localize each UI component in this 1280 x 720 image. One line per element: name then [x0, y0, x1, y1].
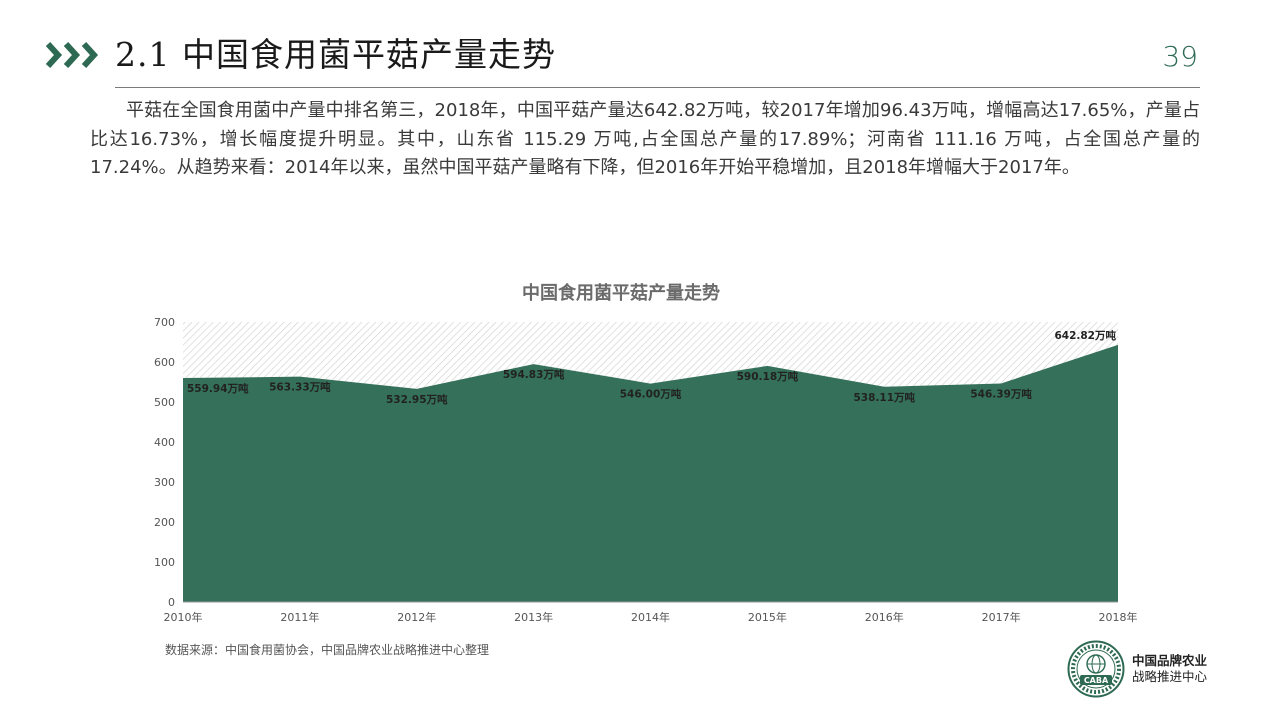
- chart-title: 中国食用菌平菇产量走势: [522, 283, 720, 304]
- data-label: 590.18万吨: [737, 370, 799, 383]
- area-chart: 0 100 200 300 400 500 600 700 2010年 2011年 2012年 201…: [154, 316, 1138, 624]
- x-tick-label: 2015年: [748, 610, 787, 624]
- data-label: 563.33万吨: [269, 381, 331, 394]
- x-tick-label: 2016年: [865, 610, 904, 624]
- y-tick-label: 600: [154, 356, 175, 369]
- x-tick-label: 2013年: [514, 610, 553, 624]
- y-tick-label: 300: [154, 476, 175, 489]
- org-name: 中国品牌农业 战略推进中心: [1132, 653, 1207, 685]
- caba-logo: CABA: [1067, 640, 1125, 698]
- org-name-line1: 中国品牌农业: [1132, 653, 1208, 668]
- y-tick-label: 700: [154, 316, 175, 329]
- data-label: 642.82万吨: [1054, 329, 1116, 342]
- y-tick-label: 400: [154, 436, 175, 449]
- chevron-arrows-icon: [46, 41, 99, 69]
- x-tick-label: 2012年: [397, 610, 436, 624]
- svg-text:CABA: CABA: [1084, 676, 1109, 685]
- data-label: 532.95万吨: [386, 393, 448, 406]
- data-label: 538.11万吨: [853, 391, 915, 404]
- header-divider: [115, 87, 1200, 88]
- body-paragraph: 平菇在全国食用菌中产量中排名第三，2018年，中国平菇产量达642.82万吨，较…: [90, 100, 1200, 178]
- y-tick-label: 500: [154, 396, 175, 409]
- page-number: 39: [1162, 40, 1198, 73]
- x-tick-label: 2018年: [1099, 610, 1138, 624]
- data-label: 594.83万吨: [503, 368, 565, 381]
- x-tick-label: 2014年: [631, 610, 670, 624]
- y-tick-label: 100: [154, 556, 175, 569]
- org-name-line2: 战略推进中心: [1132, 669, 1208, 684]
- page-title: 2.1 中国食用菌平菇产量走势: [115, 35, 556, 74]
- data-label: 546.00万吨: [620, 388, 682, 401]
- data-label: 559.94万吨: [187, 382, 249, 395]
- data-source-note: 数据来源：中国食用菌协会，中国品牌农业战略推进中心整理: [165, 643, 490, 657]
- data-label: 546.39万吨: [970, 387, 1032, 400]
- x-tick-label: 2010年: [164, 610, 203, 624]
- x-tick-label: 2011年: [280, 610, 319, 624]
- y-tick-label: 0: [168, 596, 175, 609]
- x-tick-label: 2017年: [982, 610, 1021, 624]
- area-series: [183, 344, 1118, 602]
- y-tick-label: 200: [154, 516, 175, 529]
